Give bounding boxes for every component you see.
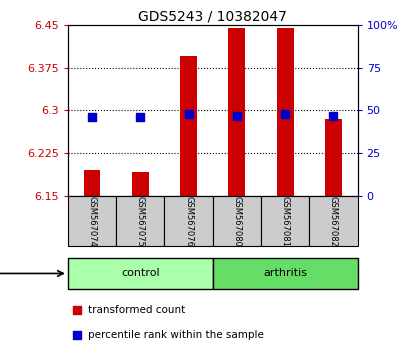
Bar [309,196,358,246]
Point [185,111,192,117]
Bar [213,258,358,289]
Bar [164,196,213,246]
Text: GSM567076: GSM567076 [184,196,193,247]
Point [330,113,337,119]
Point [73,307,80,313]
Point [137,114,143,120]
Text: GSM567075: GSM567075 [136,196,145,246]
Bar [83,171,100,196]
Bar [213,196,261,246]
Text: GSM567081: GSM567081 [281,196,290,246]
Bar [68,196,116,246]
Point [282,111,289,117]
Point [233,113,240,119]
Text: GSM567082: GSM567082 [329,196,338,246]
Title: GDS5243 / 10382047: GDS5243 / 10382047 [138,10,287,24]
Text: GSM567074: GSM567074 [88,196,97,246]
Bar [132,172,149,196]
Bar [277,28,293,196]
Bar [325,119,342,196]
Text: transformed count: transformed count [88,305,185,315]
Bar [229,28,245,196]
Text: GSM567080: GSM567080 [232,196,241,246]
Text: control: control [121,268,159,279]
Text: percentile rank within the sample: percentile rank within the sample [88,330,264,339]
Point [73,332,80,337]
Bar [68,258,213,289]
Text: arthritis: arthritis [263,268,307,279]
Bar [180,56,197,196]
Bar [116,196,164,246]
Bar [261,196,309,246]
Point [89,114,95,120]
